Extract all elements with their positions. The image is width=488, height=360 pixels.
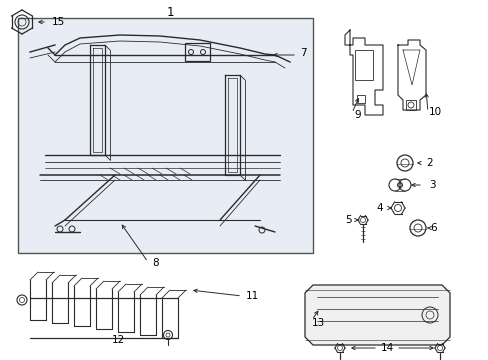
Bar (18, 18, 312, 253)
Polygon shape (305, 285, 449, 345)
Text: 9: 9 (354, 110, 361, 120)
Bar (405, 100, 415, 110)
Text: 3: 3 (428, 180, 434, 190)
Text: 1: 1 (166, 5, 173, 18)
Text: 4: 4 (376, 203, 383, 213)
Bar (184, 43, 209, 61)
Text: 10: 10 (427, 107, 441, 117)
Text: 14: 14 (380, 343, 393, 353)
Text: 6: 6 (430, 223, 436, 233)
Bar (356, 95, 364, 103)
Text: 5: 5 (344, 215, 350, 225)
Text: 12: 12 (111, 335, 124, 345)
Text: 11: 11 (245, 291, 258, 301)
Bar (354, 50, 372, 80)
Text: 15: 15 (51, 17, 64, 27)
Text: 2: 2 (426, 158, 432, 168)
Text: 7: 7 (299, 48, 305, 58)
Text: 8: 8 (152, 258, 159, 268)
Text: 13: 13 (311, 318, 324, 328)
